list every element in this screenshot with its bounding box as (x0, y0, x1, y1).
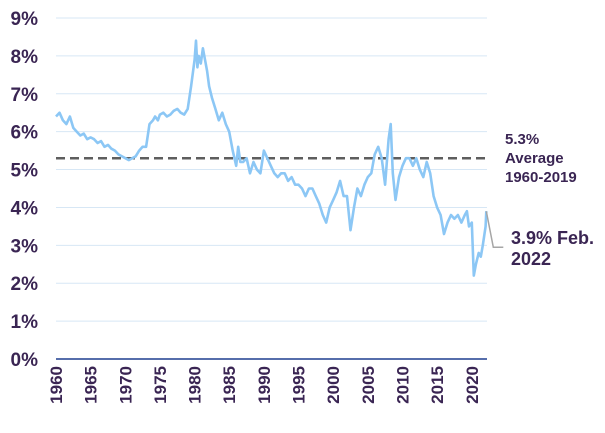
y-tick-label: 2% (11, 274, 39, 295)
average-label: Average (505, 150, 564, 167)
x-tick-label: 1980 (186, 366, 205, 404)
y-axis-tick-labels: 0% 1% 2% 3% 4% 5% 6% 7% 8% 9% (11, 9, 39, 371)
y-tick-label: 5% (11, 161, 39, 182)
latest-value-label: 3.9% Feb. (511, 228, 594, 248)
y-tick-label: 6% (11, 123, 39, 144)
y-tick-label: 9% (11, 9, 39, 30)
y-tick-label: 0% (11, 350, 39, 371)
callout-leader-line (485, 211, 504, 248)
x-tick-label: 2020 (463, 366, 482, 404)
x-tick-label: 2000 (324, 366, 343, 404)
x-tick-label: 2005 (359, 366, 378, 404)
series-line (55, 39, 488, 277)
x-tick-label: 2015 (428, 366, 447, 404)
x-tick-label: 1990 (255, 366, 274, 404)
x-axis-tick-labels: 1960 1965 1970 1975 1980 1985 1990 1995 2000 2005… (47, 366, 482, 404)
latest-date-label: 2022 (511, 249, 551, 269)
y-tick-label: 7% (11, 85, 39, 106)
x-tick-label: 2010 (393, 366, 412, 404)
x-tick-label: 1985 (220, 366, 239, 404)
x-tick-label: 1975 (151, 366, 170, 404)
y-tick-label: 8% (11, 47, 39, 68)
x-tick-label: 1965 (82, 366, 101, 404)
x-tick-label: 1995 (290, 366, 309, 404)
x-tick-label: 1970 (116, 366, 135, 404)
y-tick-label: 4% (11, 198, 39, 219)
y-tick-label: 1% (11, 312, 39, 333)
y-tick-label: 3% (11, 236, 39, 257)
average-period-label: 1960-2019 (505, 169, 577, 186)
x-tick-label: 1960 (47, 366, 66, 404)
average-value-label: 5.3% (505, 131, 539, 148)
